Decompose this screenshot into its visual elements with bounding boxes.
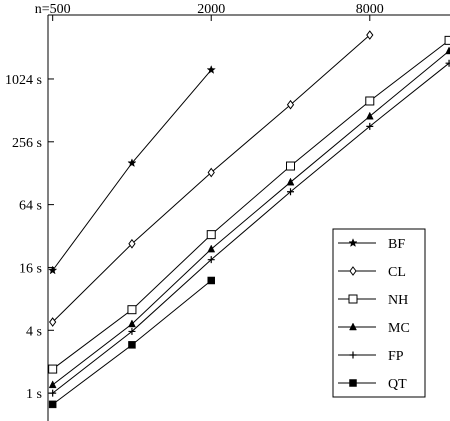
series-nh — [48, 35, 450, 374]
y-tick-label-256-s: 256 s — [12, 136, 42, 151]
legend-item-fp: FP — [338, 349, 404, 364]
series-qt — [48, 276, 215, 409]
data-point-mc-16000 — [445, 46, 450, 55]
series-line-nh — [52, 39, 450, 370]
legend-label-cl: CL — [388, 265, 406, 280]
legend-item-mc: MC — [338, 321, 410, 336]
x-tick-label-2000: 2000 — [197, 2, 225, 17]
data-point-bf-1000 — [127, 158, 137, 168]
data-point-nh-16000 — [444, 35, 450, 45]
y-tick-label-64-s: 64 s — [19, 199, 42, 214]
data-point-fp-1000 — [128, 327, 136, 335]
x-tick-label-8000: 8000 — [356, 2, 384, 17]
data-point-qt-500 — [48, 400, 57, 409]
series-bf — [47, 65, 216, 275]
series-line-mc — [52, 50, 450, 386]
data-point-nh-2000 — [206, 230, 216, 240]
ticks-layer: n=500 2000 8000 1 s 4 s 16 s 64 s 256 s 1024 s — [5, 2, 384, 402]
data-point-bf-2000 — [206, 65, 216, 74]
legend-label-qt: QT — [388, 377, 407, 392]
series-fp — [49, 59, 450, 397]
series-line-fp — [52, 62, 450, 394]
data-point-mc-1000 — [128, 319, 136, 328]
legend-box — [332, 228, 426, 398]
data-point-fp-16000 — [445, 59, 450, 67]
legend-label-nh: NH — [388, 293, 408, 308]
series-mc — [48, 46, 450, 389]
data-point-mc-2000 — [207, 244, 216, 253]
legend-item-nh: NH — [338, 293, 408, 308]
data-point-fp-4000 — [287, 188, 295, 196]
legend-marker-qt — [349, 379, 357, 387]
data-point-cl-1000 — [128, 238, 136, 249]
data-point-cl-8000 — [366, 30, 374, 40]
x-tick-label-n-500: n=500 — [35, 2, 71, 17]
plot-frame-layer — [47, 14, 450, 421]
data-point-nh-500 — [48, 364, 58, 374]
legend-label-bf: BF — [388, 237, 405, 252]
data-point-nh-8000 — [365, 96, 375, 106]
data-point-nh-1000 — [127, 305, 137, 315]
data-point-cl-500 — [49, 317, 57, 327]
legend-item-bf: BF — [338, 237, 405, 252]
y-tick-label-4-s: 4 s — [26, 324, 42, 339]
legend-item-qt: QT — [338, 377, 407, 392]
data-point-mc-4000 — [286, 177, 295, 186]
y-tick-label-1-s: 1 s — [26, 387, 42, 402]
data-point-cl-4000 — [286, 99, 295, 110]
data-point-mc-500 — [48, 380, 57, 389]
legend-item-cl: CL — [338, 265, 406, 280]
series-layer — [47, 30, 450, 409]
data-point-nh-4000 — [286, 161, 296, 171]
data-point-qt-1000 — [128, 341, 136, 349]
legend-label-fp: FP — [388, 349, 404, 364]
y-tick-label-1024-s: 1024 s — [5, 73, 42, 88]
data-point-cl-2000 — [207, 167, 215, 178]
legend-marker-mc — [349, 322, 357, 331]
data-point-fp-8000 — [366, 122, 374, 130]
legend-marker-cl — [349, 266, 357, 276]
legend-layer: BF CL NH MC FP QT — [332, 228, 426, 398]
legend-marker-nh — [348, 294, 358, 304]
legend-label-mc: MC — [388, 321, 410, 336]
series-cl — [49, 30, 374, 327]
data-point-fp-500 — [49, 389, 57, 397]
data-point-bf-500 — [47, 265, 58, 275]
data-point-fp-2000 — [207, 256, 215, 264]
data-point-qt-2000 — [207, 276, 215, 285]
data-point-mc-8000 — [365, 111, 374, 120]
legend-marker-bf — [348, 238, 358, 247]
y-tick-label-16-s: 16 s — [19, 261, 42, 276]
legend-marker-fp — [349, 351, 357, 359]
